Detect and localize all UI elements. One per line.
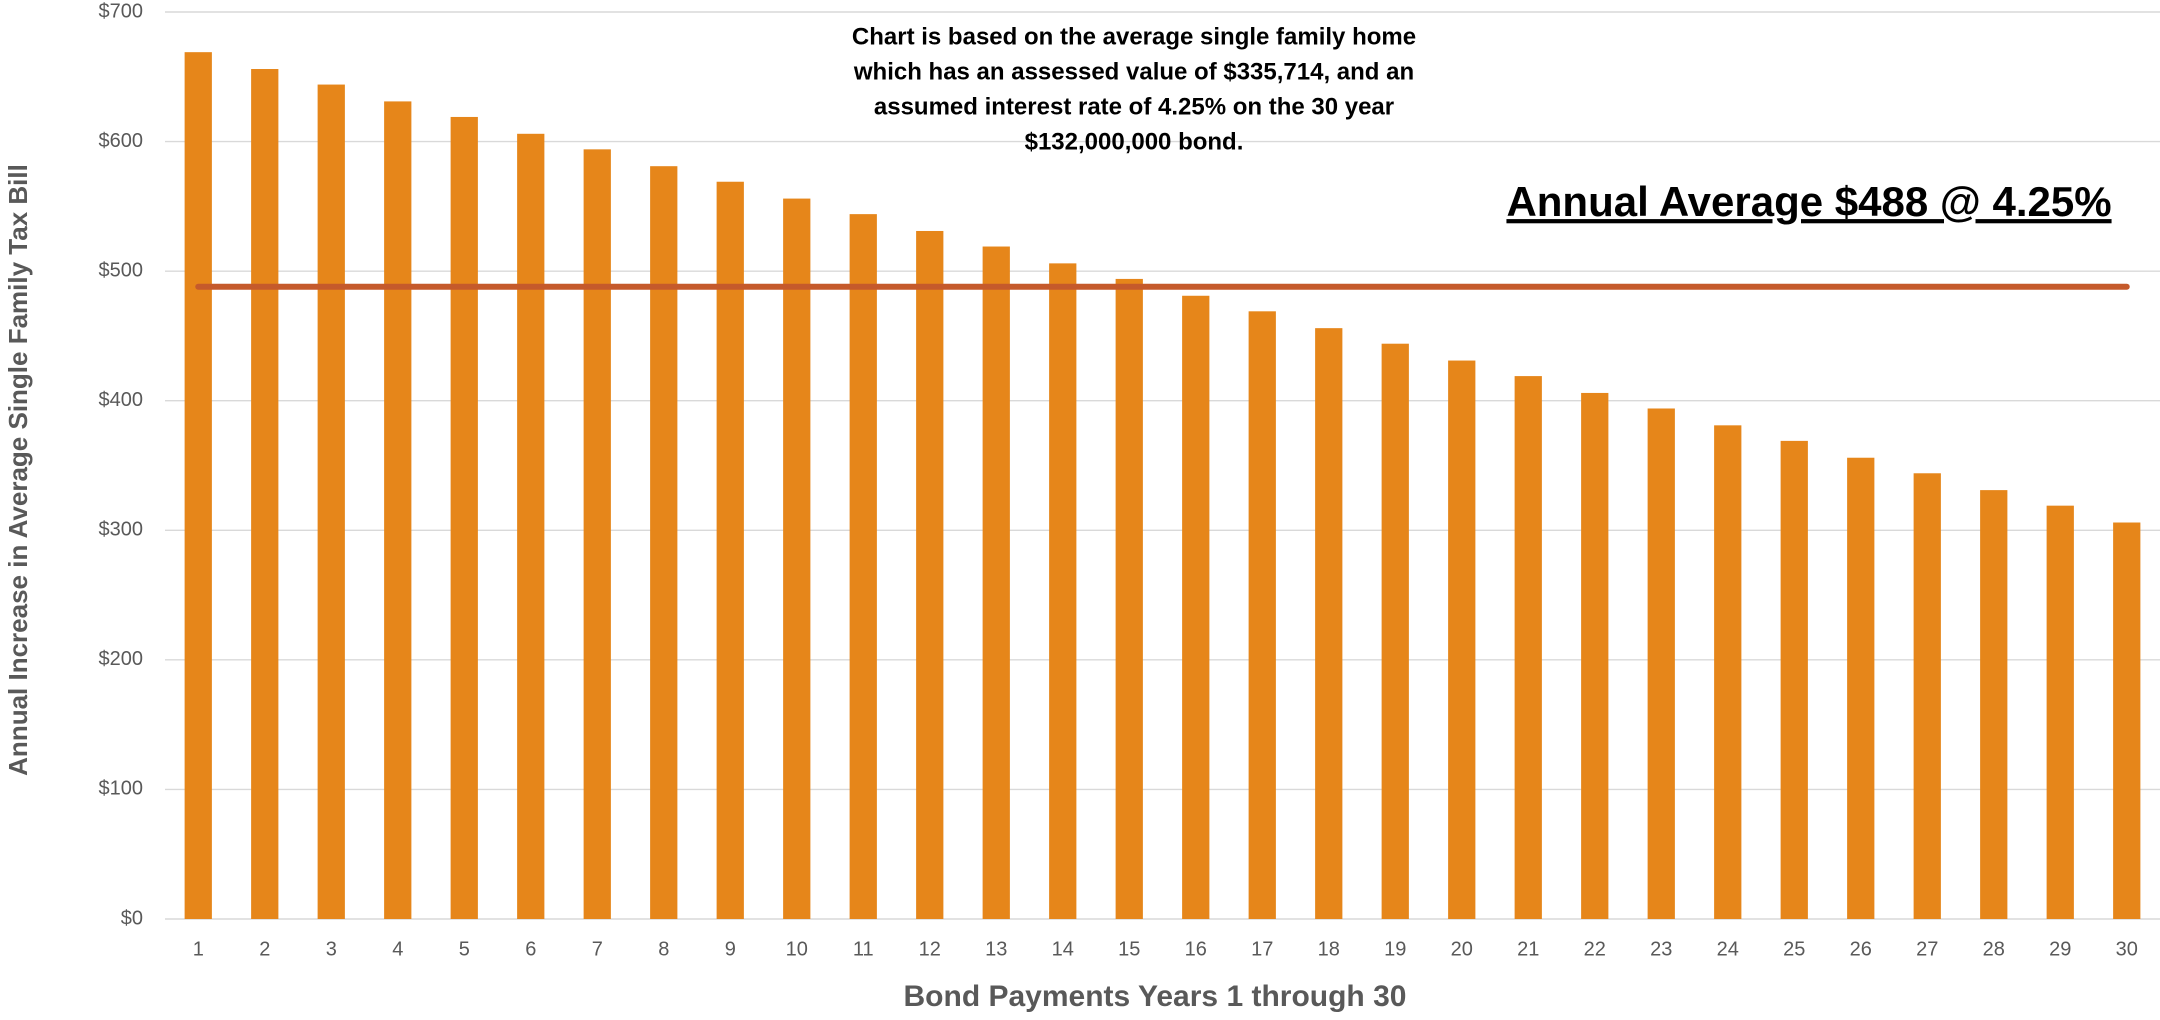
note-line: assumed interest rate of 4.25% on the 30… <box>874 93 1394 120</box>
bar <box>384 101 412 919</box>
bar <box>1448 360 1476 920</box>
x-tick-label: 29 <box>2049 938 2071 960</box>
bar <box>583 149 611 920</box>
bar <box>1514 376 1542 919</box>
note-line: which has an assessed value of $335,714,… <box>853 58 1414 85</box>
bar <box>1980 490 2008 919</box>
x-tick-label: 9 <box>725 938 736 960</box>
bar <box>1248 311 1276 919</box>
y-tick-label: $400 <box>99 389 144 411</box>
y-tick-label: $700 <box>99 0 144 22</box>
x-tick-label: 3 <box>326 938 337 960</box>
bar <box>982 246 1010 919</box>
bar <box>450 116 478 919</box>
note-line: $132,000,000 bond. <box>1025 128 1244 155</box>
bar <box>317 84 345 919</box>
bar <box>251 69 279 920</box>
bar <box>184 52 212 920</box>
y-axis-title: Annual Increase in Average Single Family… <box>3 164 33 776</box>
x-tick-label: 27 <box>1916 938 1938 960</box>
bar <box>1381 343 1409 919</box>
bar <box>1780 440 1808 919</box>
x-tick-label: 18 <box>1318 938 1340 960</box>
bar <box>1581 392 1609 919</box>
x-tick-label: 23 <box>1650 938 1672 960</box>
bar <box>849 214 877 920</box>
y-tick-label: $500 <box>99 259 144 281</box>
average-annotation: Annual Average $488 @ 4.25% <box>1506 178 2111 225</box>
y-tick-label: $100 <box>99 778 144 800</box>
x-tick-label: 30 <box>2116 938 2138 960</box>
x-tick-label: 12 <box>919 938 941 960</box>
x-tick-label: 21 <box>1517 938 1539 960</box>
x-tick-label: 4 <box>392 938 403 960</box>
x-tick-label: 25 <box>1783 938 1805 960</box>
bar <box>1315 328 1343 919</box>
x-tick-label: 13 <box>985 938 1007 960</box>
bar <box>1049 263 1077 920</box>
bar <box>1847 457 1875 919</box>
y-tick-label: $600 <box>99 130 144 152</box>
bar <box>517 133 545 920</box>
x-tick-label: 20 <box>1451 938 1473 960</box>
x-tick-label: 11 <box>853 938 874 960</box>
bar <box>650 166 678 919</box>
bar <box>2113 522 2141 919</box>
x-tick-label: 2 <box>259 938 270 960</box>
y-tick-label: $300 <box>99 519 144 541</box>
x-tick-label: 7 <box>592 938 603 960</box>
note-line: Chart is based on the average single fam… <box>852 23 1416 50</box>
x-axis-title: Bond Payments Years 1 through 30 <box>904 980 1407 1013</box>
bar <box>1913 473 1941 919</box>
bar <box>1647 408 1675 919</box>
x-tick-label: 6 <box>525 938 536 960</box>
bar <box>783 198 811 919</box>
x-tick-label: 16 <box>1185 938 1207 960</box>
x-tick-label: 26 <box>1850 938 1872 960</box>
x-tick-label: 5 <box>459 938 470 960</box>
x-tick-label: 15 <box>1118 938 1140 960</box>
x-tick-label: 17 <box>1251 938 1273 960</box>
bar <box>1714 425 1742 919</box>
x-tick-label: 8 <box>658 938 669 960</box>
bar <box>1115 278 1143 920</box>
x-tick-label: 1 <box>193 938 204 960</box>
bar <box>916 230 944 919</box>
bar <box>2046 505 2074 919</box>
x-tick-label: 19 <box>1384 938 1406 960</box>
x-tick-label: 24 <box>1717 938 1739 960</box>
y-tick-label: $0 <box>121 907 143 929</box>
bar <box>716 181 744 919</box>
x-tick-label: 28 <box>1983 938 2005 960</box>
x-tick-label: 10 <box>786 938 808 960</box>
bar <box>1182 295 1210 919</box>
x-tick-label: 14 <box>1052 938 1074 960</box>
x-tick-label: 22 <box>1584 938 1606 960</box>
y-tick-label: $200 <box>99 648 144 670</box>
